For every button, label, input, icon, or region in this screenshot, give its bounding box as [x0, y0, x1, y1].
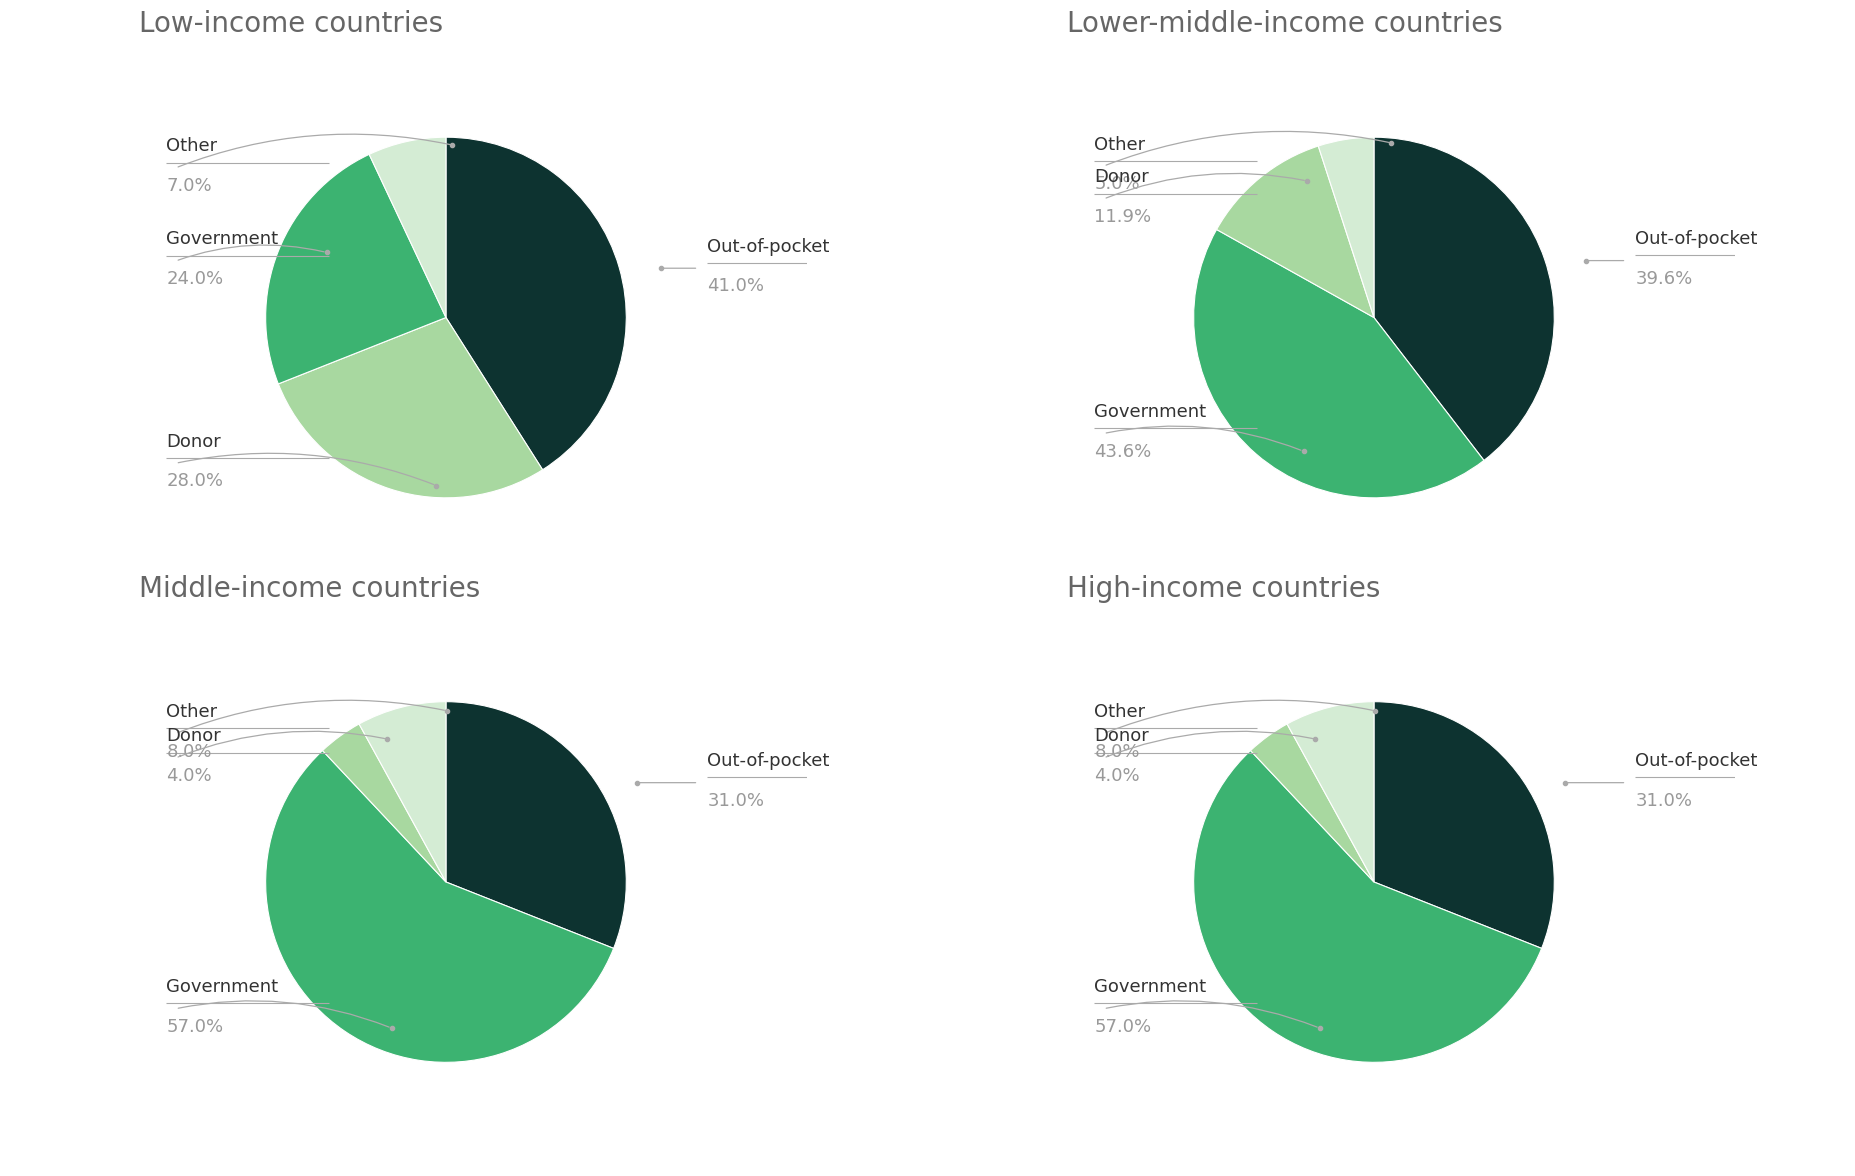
- Text: 4.0%: 4.0%: [1094, 767, 1139, 786]
- Text: Donor: Donor: [1094, 168, 1148, 187]
- Text: Lower-middle-income countries: Lower-middle-income countries: [1067, 11, 1503, 38]
- Wedge shape: [1193, 750, 1542, 1062]
- Wedge shape: [445, 138, 625, 469]
- Text: 8.0%: 8.0%: [167, 742, 211, 761]
- Text: 4.0%: 4.0%: [167, 767, 211, 786]
- Text: Government: Government: [167, 230, 278, 248]
- Text: Out-of-pocket: Out-of-pocket: [1634, 751, 1757, 770]
- Text: Donor: Donor: [167, 728, 221, 746]
- Text: 57.0%: 57.0%: [167, 1017, 223, 1036]
- Text: Donor: Donor: [1094, 728, 1148, 746]
- Wedge shape: [323, 724, 445, 882]
- Text: 5.0%: 5.0%: [1094, 175, 1139, 193]
- Wedge shape: [358, 702, 445, 882]
- Wedge shape: [1215, 146, 1373, 318]
- Text: Government: Government: [167, 978, 278, 996]
- Text: Other: Other: [1094, 703, 1145, 721]
- Text: Out-of-pocket: Out-of-pocket: [707, 751, 829, 770]
- Wedge shape: [278, 318, 542, 497]
- Text: 39.6%: 39.6%: [1634, 269, 1692, 288]
- Text: 7.0%: 7.0%: [167, 176, 211, 195]
- Text: 41.0%: 41.0%: [707, 278, 764, 295]
- Wedge shape: [1373, 702, 1553, 948]
- Text: Donor: Donor: [167, 433, 221, 450]
- Wedge shape: [445, 702, 625, 948]
- Wedge shape: [1250, 724, 1373, 882]
- Wedge shape: [1286, 702, 1373, 882]
- Wedge shape: [265, 154, 445, 383]
- Text: 43.6%: 43.6%: [1094, 442, 1152, 461]
- Text: 57.0%: 57.0%: [1094, 1017, 1150, 1036]
- Text: 8.0%: 8.0%: [1094, 742, 1139, 761]
- Text: Out-of-pocket: Out-of-pocket: [707, 238, 829, 255]
- Text: Other: Other: [167, 138, 217, 155]
- Wedge shape: [1373, 138, 1553, 461]
- Text: Other: Other: [1094, 135, 1145, 154]
- Text: Low-income countries: Low-income countries: [139, 11, 443, 38]
- Text: Other: Other: [167, 703, 217, 721]
- Text: Out-of-pocket: Out-of-pocket: [1634, 230, 1757, 248]
- Text: 31.0%: 31.0%: [707, 791, 764, 810]
- Text: Government: Government: [1094, 403, 1206, 421]
- Wedge shape: [1193, 229, 1484, 497]
- Wedge shape: [1317, 138, 1373, 318]
- Text: 31.0%: 31.0%: [1634, 791, 1692, 810]
- Text: 24.0%: 24.0%: [167, 270, 223, 288]
- Text: 28.0%: 28.0%: [167, 473, 223, 490]
- Text: Middle-income countries: Middle-income countries: [139, 575, 480, 602]
- Text: 11.9%: 11.9%: [1094, 208, 1150, 226]
- Text: High-income countries: High-income countries: [1067, 575, 1380, 602]
- Wedge shape: [265, 750, 614, 1062]
- Wedge shape: [369, 138, 445, 318]
- Text: Government: Government: [1094, 978, 1206, 996]
